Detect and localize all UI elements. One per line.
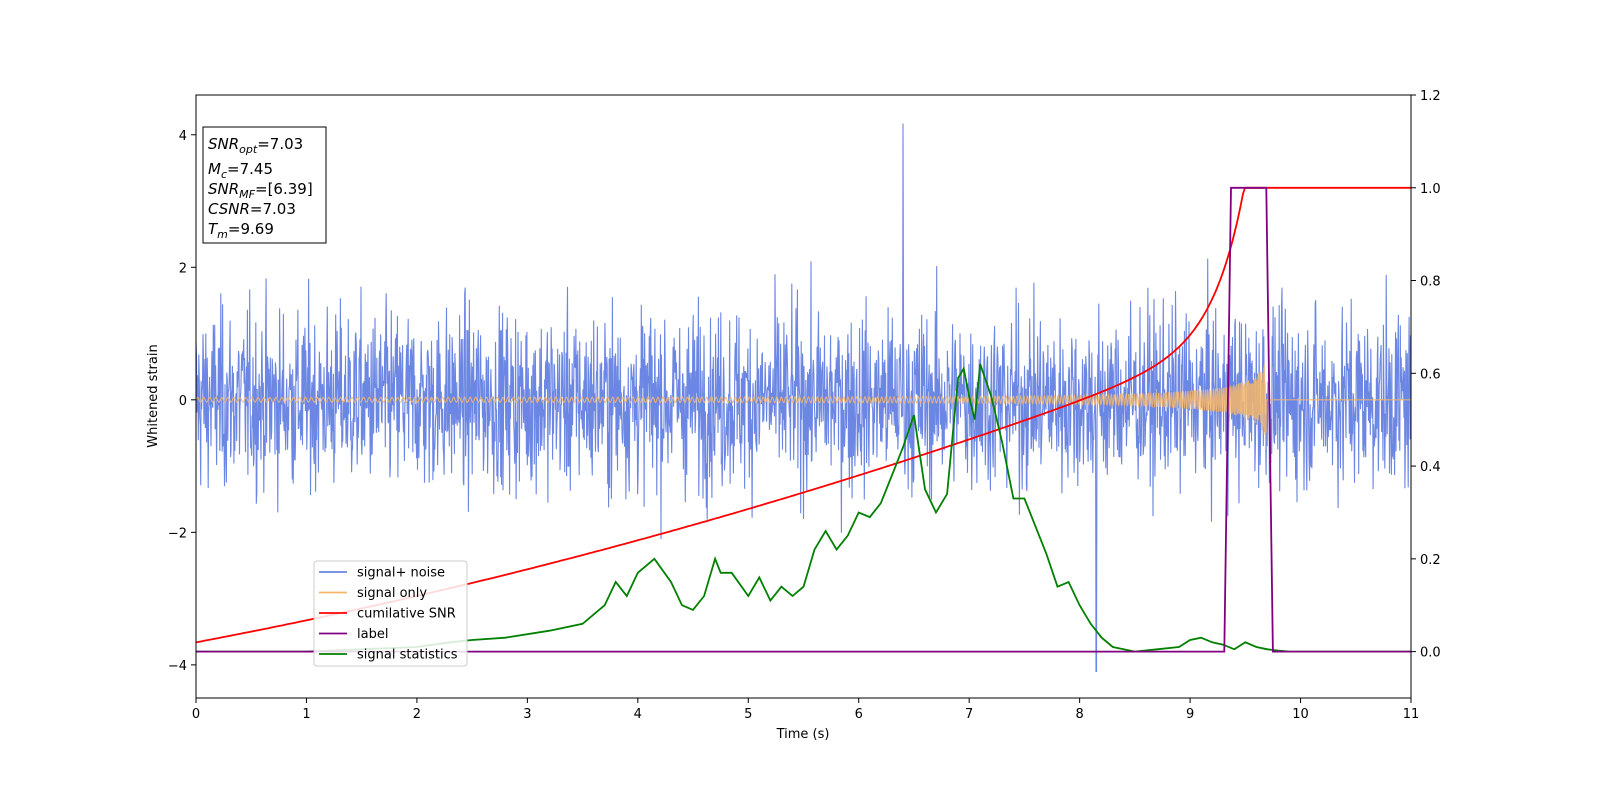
plot-frame <box>195 94 1412 699</box>
signal-only-series <box>196 364 1411 449</box>
y2-tick-label: 0.2 <box>1420 553 1441 568</box>
legend-entry: signal only <box>357 586 427 601</box>
x-tick-label: 0 <box>192 707 200 722</box>
legend-entry: cumilative SNR <box>357 607 456 622</box>
y2-tick-label: 0.6 <box>1420 367 1441 382</box>
y2-tick-label: 0.0 <box>1420 646 1441 661</box>
x-tick-label: 11 <box>1403 707 1420 722</box>
y2-tick-label: 0.4 <box>1420 460 1441 475</box>
annotation-line: SNRopt=7.03 <box>208 135 303 156</box>
signal-plus-noise-series <box>196 123 1411 673</box>
x-tick-label: 2 <box>413 707 421 722</box>
y2-tick-label: 0.8 <box>1420 275 1441 290</box>
noise-trace <box>196 123 1411 673</box>
legend-entry: signal+ noise <box>357 566 445 581</box>
x-tick-label: 7 <box>965 707 973 722</box>
legend-entry: label <box>357 627 388 642</box>
y2-tick-label: 1.2 <box>1420 89 1441 104</box>
x-tick-label: 3 <box>523 707 531 722</box>
annotation-line: Mc=7.45 <box>208 160 273 181</box>
annotation-line: SNRMF=[6.39] <box>208 180 313 201</box>
x-tick-label: 8 <box>1075 707 1083 722</box>
y-axis-label: Whitened strain <box>146 344 161 447</box>
signal-statistics-line <box>196 363 1411 653</box>
annotation-line: Tm=9.69 <box>208 220 274 241</box>
y2-tick-label: 1.0 <box>1420 182 1441 197</box>
signal-trace <box>196 364 1411 449</box>
x-tick-label: 1 <box>302 707 310 722</box>
x-tick-label: 9 <box>1186 707 1194 722</box>
x-tick-label: 6 <box>855 707 863 722</box>
x-tick-label: 10 <box>1292 707 1309 722</box>
y-tick-label: −2 <box>168 526 187 541</box>
y-tick-label: −4 <box>168 659 187 674</box>
annotation-line: CSNR=7.03 <box>208 200 296 218</box>
y-tick-label: 0 <box>179 394 187 409</box>
label-line <box>196 186 1411 653</box>
x-tick-label: 4 <box>634 707 642 722</box>
x-tick-label: 5 <box>744 707 752 722</box>
x-axis-label: Time (s) <box>776 727 830 742</box>
legend-entry: signal statistics <box>357 648 458 663</box>
y-tick-label: 4 <box>179 129 187 144</box>
y-tick-label: 2 <box>179 261 187 276</box>
legend: signal+ noise signal only cumilative SNR la… <box>313 560 468 667</box>
